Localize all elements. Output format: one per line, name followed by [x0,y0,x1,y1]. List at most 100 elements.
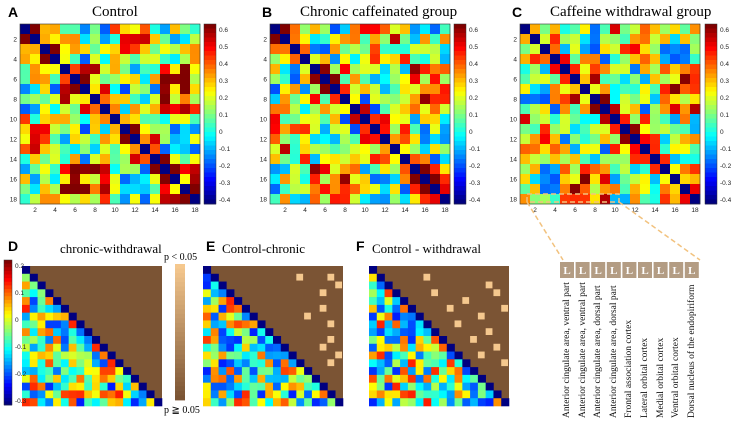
heatmap-cell [390,84,401,95]
heatmap-cell [400,164,411,175]
heatmap-cell [320,44,331,55]
heatmap-cell [670,84,681,95]
heatmap-cell [190,44,201,55]
region-box [669,262,684,278]
heatmap-cell [350,94,361,105]
heatmap-cell [234,320,243,329]
significance-segment [175,354,185,360]
colorbar-segment [705,132,717,137]
heatmap-cell [430,104,441,115]
heatmap-cell [270,124,281,135]
heatmap-cell [570,74,581,85]
heatmap-cell [590,174,601,185]
heatmap-cell [420,144,431,155]
x-tick-label: 10 [111,207,119,214]
y-tick-label: 4 [13,57,17,64]
heatmap-cell [150,164,161,175]
heatmap-cell [99,374,108,383]
heatmap-cell [400,94,411,105]
heatmap-cell [241,359,250,368]
heatmap-cell [90,144,101,155]
heatmap-cell [570,184,581,195]
heatmap-cell [22,266,31,275]
heatmap-cell [430,164,441,175]
heatmap-cell [680,84,691,95]
heatmap-cell [123,367,132,376]
heatmap-cell [520,34,531,45]
heatmap-cell [241,351,250,360]
heatmap-cell [257,367,266,376]
heatmap-cell [370,44,381,55]
heatmap-cell [90,124,101,135]
heatmap-cell [37,328,46,337]
heatmap-cell [29,343,38,352]
heatmap-cell [680,34,691,45]
heatmap-cell [540,94,551,105]
heatmap-cell [630,74,641,85]
panel-title-c: Caffeine withdrawal group [550,4,712,20]
heatmap-cell [273,367,282,376]
heatmap-cell [392,343,401,352]
heatmap-cell [415,382,424,391]
heatmap-cell [280,374,289,383]
heatmap-cell [68,312,77,321]
significant-cell [485,328,493,335]
heatmap-cell [370,94,381,105]
heatmap-cell [360,34,371,45]
heatmap-cell [40,34,51,45]
heatmap-cell [280,144,291,155]
heatmap-cell [30,54,41,65]
significant-cell [477,351,485,359]
heatmap-cell [92,390,101,399]
heatmap-cell [226,336,235,345]
heatmap-cell [360,164,371,175]
heatmap-cell [180,124,191,135]
heatmap-cell [530,144,541,155]
heatmap-cell [190,174,201,185]
heatmap-cell [590,74,601,85]
heatmap-cell [580,124,591,135]
heatmap-cell [190,134,201,145]
heatmap-cell [140,74,151,85]
significant-cell [493,289,501,297]
heatmap-cell [384,367,393,376]
heatmap-cell [620,64,631,75]
heatmap-cell [320,24,331,35]
heatmap-cell [440,104,451,115]
heatmap-cell [423,367,432,376]
heatmap-cell [520,114,531,125]
heatmap-cell [100,134,111,145]
heatmap-cell [350,184,361,195]
heatmap-cell [280,398,289,407]
heatmap-cell [20,154,31,165]
heatmap-cell [300,54,311,65]
heatmap-cell [340,154,351,165]
heatmap-cell [76,390,85,399]
heatmap-cell [390,124,401,135]
heatmap-cell [22,343,31,352]
colorbar-segment [454,172,466,178]
heatmap-cell [431,390,440,399]
colorbar-segment [4,390,12,395]
heatmap-cell [90,24,101,35]
heatmap-cell [360,124,371,135]
heatmap-cell [234,390,243,399]
heatmap-cell [120,144,131,155]
heatmap-cell [560,194,571,205]
heatmap-cell [180,144,191,155]
x-tick-label: 4 [53,207,57,214]
heatmap-cell [218,374,227,383]
heatmap-cell [37,289,46,298]
heatmap-cell [340,184,351,195]
heatmap-cell [440,114,451,125]
heatmap-cell [650,104,661,115]
heatmap-cell [80,74,91,85]
heatmap-cell [439,390,448,399]
heatmap-cell [550,164,561,175]
heatmap-cell [630,54,641,65]
region-box [606,262,621,278]
heatmap-cell [170,34,181,45]
heatmap-cell [203,390,212,399]
heatmap-cell [493,398,502,407]
heatmap-cell [226,359,235,368]
